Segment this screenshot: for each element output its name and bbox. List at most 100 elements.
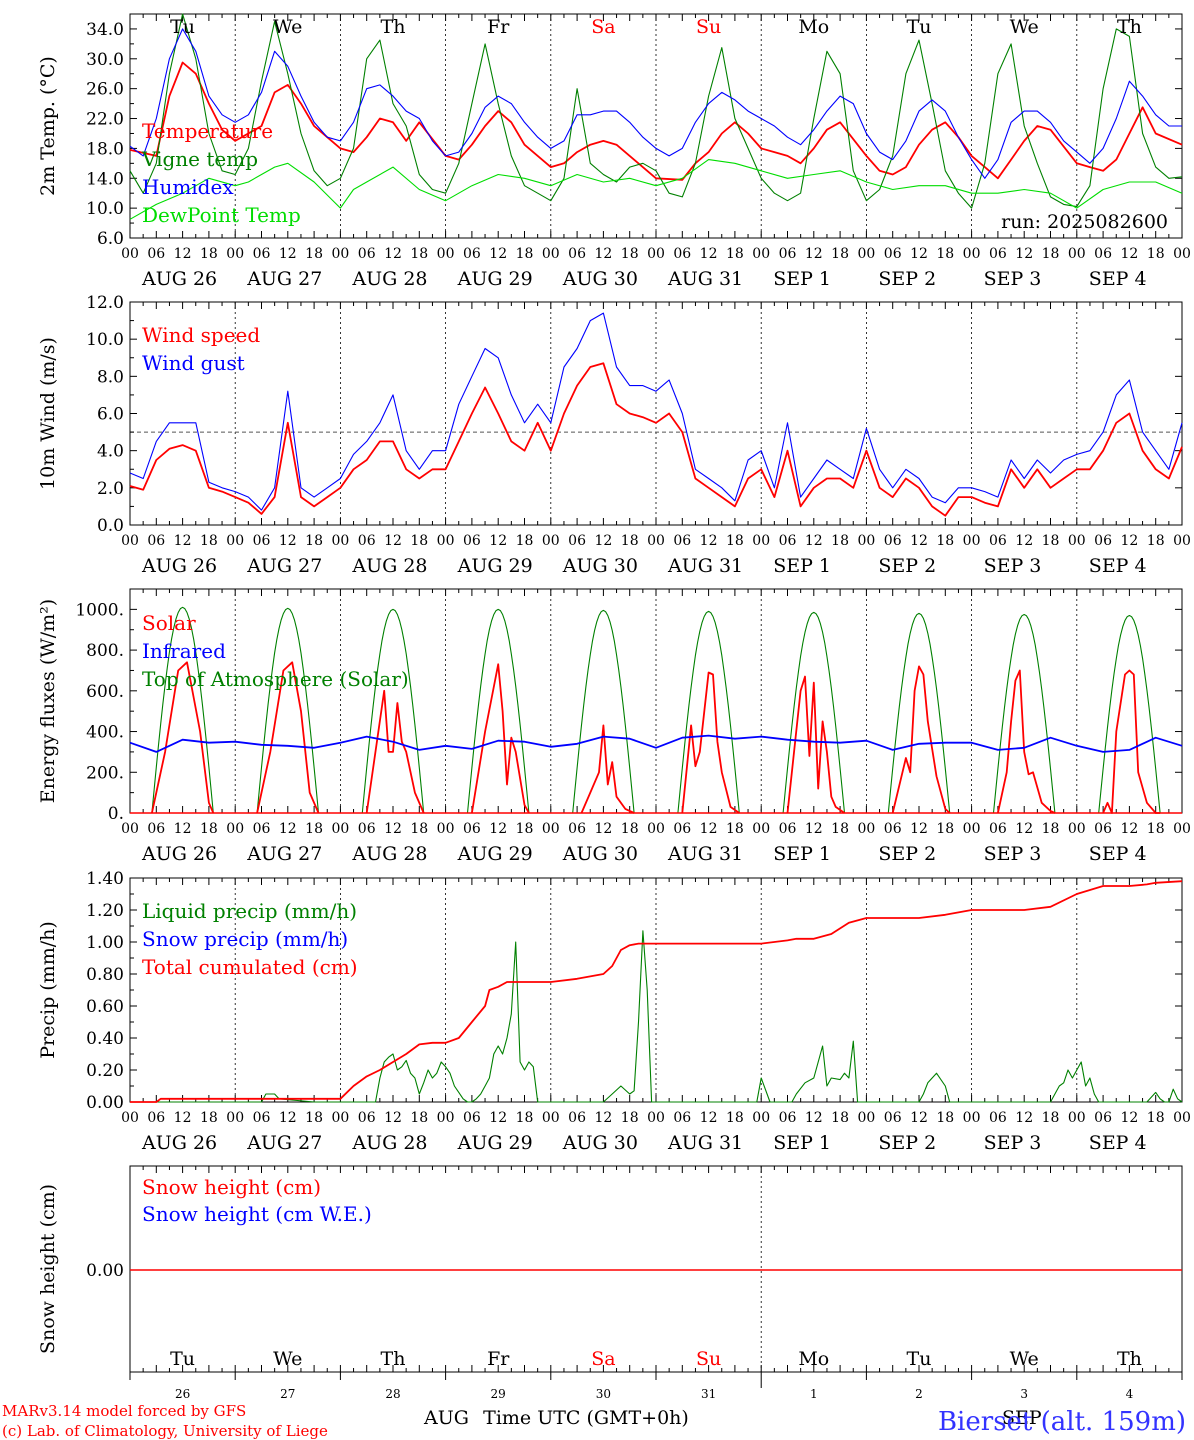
hour-label: 00 xyxy=(331,1110,349,1126)
hour-label: 18 xyxy=(200,246,218,262)
day-number: 30 xyxy=(596,1387,611,1401)
hour-label: 00 xyxy=(752,1110,770,1126)
panel3-legend-entry: Infrared xyxy=(142,639,226,663)
date-label: AUG 29 xyxy=(457,843,533,865)
date-label: SEP 1 xyxy=(773,555,831,577)
toa-solar-line xyxy=(782,611,846,814)
panel1-ytick-label: 10.0 xyxy=(86,199,124,219)
hour-label: 12 xyxy=(700,821,718,837)
hour-label: 06 xyxy=(358,821,376,837)
hour-label: 18 xyxy=(410,821,428,837)
weekday-label: Tu xyxy=(907,1348,932,1370)
panel4-ytick-label: 1.40 xyxy=(86,869,124,889)
hour-label: 06 xyxy=(463,533,481,549)
hour-label: 18 xyxy=(305,246,323,262)
hour-label: 00 xyxy=(331,246,349,262)
hour-label: 18 xyxy=(516,1110,534,1126)
hour-label: 12 xyxy=(1120,246,1138,262)
solar-line xyxy=(786,675,846,814)
panel2-ytick-label: 0.0 xyxy=(97,516,124,536)
date-label: AUG 28 xyxy=(351,555,427,577)
panel4-ytick-label: 0.20 xyxy=(86,1061,124,1081)
hour-label: 00 xyxy=(542,1110,560,1126)
hour-label: 00 xyxy=(437,821,455,837)
series-line-wind-speed xyxy=(129,362,1183,517)
hour-label: 00 xyxy=(121,533,139,549)
hour-label: 06 xyxy=(673,533,691,549)
hour-label: 00 xyxy=(226,821,244,837)
hour-label: 00 xyxy=(857,246,875,262)
date-label: AUG 28 xyxy=(351,1132,427,1154)
hour-label: 12 xyxy=(279,533,297,549)
hour-label: 12 xyxy=(384,821,402,837)
hour-label: 18 xyxy=(621,246,639,262)
hour-label: 12 xyxy=(279,1110,297,1126)
hour-label: 18 xyxy=(410,246,428,262)
panel3-ytick-label: 800. xyxy=(86,641,124,661)
hour-label: 06 xyxy=(253,246,271,262)
hour-label: 18 xyxy=(200,1110,218,1126)
month-label-right: SEP xyxy=(1002,1407,1042,1429)
panel4-ytick-label: 1.20 xyxy=(86,901,124,921)
hour-label: 00 xyxy=(121,1110,139,1126)
hour-label: 00 xyxy=(331,533,349,549)
toa-solar-line xyxy=(256,607,320,814)
hour-label: 06 xyxy=(1094,533,1112,549)
hour-label: 06 xyxy=(884,533,902,549)
hour-label: 06 xyxy=(1094,246,1112,262)
date-label: SEP 3 xyxy=(984,1132,1042,1154)
panel5-ylabel: Snow height (cm) xyxy=(37,1184,59,1354)
date-label: SEP 1 xyxy=(773,1132,831,1154)
panel1-ytick-label: 26.0 xyxy=(86,80,124,100)
series-line-humidex xyxy=(129,28,1182,179)
date-label: AUG 31 xyxy=(667,268,743,290)
panel1-legend-entry: Vigne temp xyxy=(141,147,258,171)
date-label: SEP 2 xyxy=(878,1132,936,1154)
panel1-ytick-label: 22.0 xyxy=(86,110,124,130)
toa-solar-line xyxy=(572,609,635,814)
date-label: AUG 29 xyxy=(457,1132,533,1154)
hour-label: 12 xyxy=(1015,533,1033,549)
copyright: (c) Lab. of Climatology, University of L… xyxy=(2,1422,328,1440)
hour-label: 12 xyxy=(1120,533,1138,549)
weekday-label: Th xyxy=(1117,1348,1142,1370)
run-label: run: 2025082600 xyxy=(1001,211,1168,233)
hour-label: 12 xyxy=(174,1110,192,1126)
hour-label: 12 xyxy=(910,533,928,549)
hour-label: 12 xyxy=(805,533,823,549)
date-label: SEP 2 xyxy=(878,268,936,290)
hour-label: 18 xyxy=(726,821,744,837)
hour-label: 18 xyxy=(410,1110,428,1126)
hour-label: 18 xyxy=(516,246,534,262)
panel3-legend-entry: Solar xyxy=(142,611,196,635)
panel1-ylabel: 2m Temp. (°C) xyxy=(37,56,59,196)
weekday-label: Su xyxy=(696,1348,721,1370)
weekday-label: Mo xyxy=(798,1348,829,1370)
hour-label: 00 xyxy=(1068,1110,1086,1126)
hour-label: 12 xyxy=(910,1110,928,1126)
hour-label: 12 xyxy=(1015,821,1033,837)
date-label: AUG 30 xyxy=(562,268,638,290)
date-label: AUG 26 xyxy=(141,555,217,577)
date-label: AUG 29 xyxy=(457,555,533,577)
day-number: 28 xyxy=(385,1387,400,1401)
weekday-label: Tu xyxy=(170,16,195,38)
day-number: 29 xyxy=(491,1387,506,1401)
series-line-liquid-precip-mm-h- xyxy=(130,930,1183,1103)
hour-label: 12 xyxy=(700,246,718,262)
hour-label: 12 xyxy=(174,246,192,262)
date-label: SEP 4 xyxy=(1089,268,1147,290)
hour-label: 06 xyxy=(779,821,797,837)
hour-label: 00 xyxy=(647,821,665,837)
hour-label: 12 xyxy=(489,1110,507,1126)
hour-label: 18 xyxy=(1042,1110,1060,1126)
hour-label: 00 xyxy=(121,821,139,837)
hour-label: 18 xyxy=(936,1110,954,1126)
day-number: 26 xyxy=(175,1387,190,1401)
hour-label: 18 xyxy=(621,1110,639,1126)
model-credit: MARv3.14 model forced by GFS xyxy=(2,1402,246,1420)
hour-label: 18 xyxy=(936,246,954,262)
hour-label: 00 xyxy=(857,1110,875,1126)
hour-label: 12 xyxy=(594,533,612,549)
panel3-ytick-label: 0. xyxy=(108,804,124,824)
